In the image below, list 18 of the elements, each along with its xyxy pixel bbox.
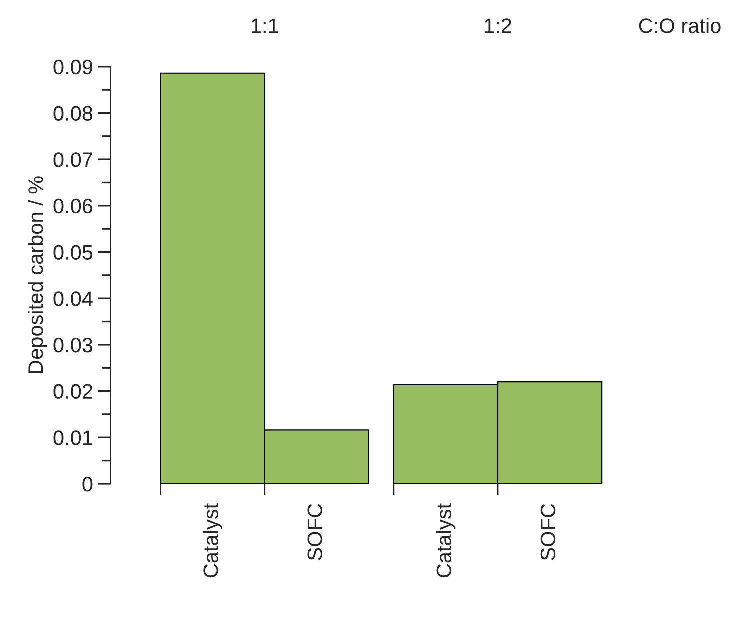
y-tick-label: 0.05	[54, 245, 93, 260]
y-tick-label: 0.01	[54, 430, 92, 446]
y-tick-label: 0.03	[54, 338, 93, 353]
y-tick-label: 0.06	[54, 198, 93, 214]
text: 1:1	[252, 18, 278, 34]
y-tick-label: 0.04	[54, 292, 93, 306]
y-axis-title: Deposited carbon / %	[28, 176, 48, 374]
y-tick-label: 0	[82, 476, 93, 492]
y-tick-label: 0.02	[54, 384, 92, 400]
y-tick-label: 0.07	[54, 152, 92, 168]
y-tick-label: 0.08	[54, 106, 93, 121]
x-tick-label: Catalyst	[436, 504, 456, 578]
text: C:O ratio	[639, 18, 721, 34]
x-tick-label: Catalyst	[203, 504, 223, 578]
y-tick-label: 0.09	[54, 60, 93, 75]
x-tick-label: SOFC	[308, 504, 323, 560]
text: 1:2	[485, 18, 512, 34]
x-tick-label: SOFC	[540, 504, 556, 560]
